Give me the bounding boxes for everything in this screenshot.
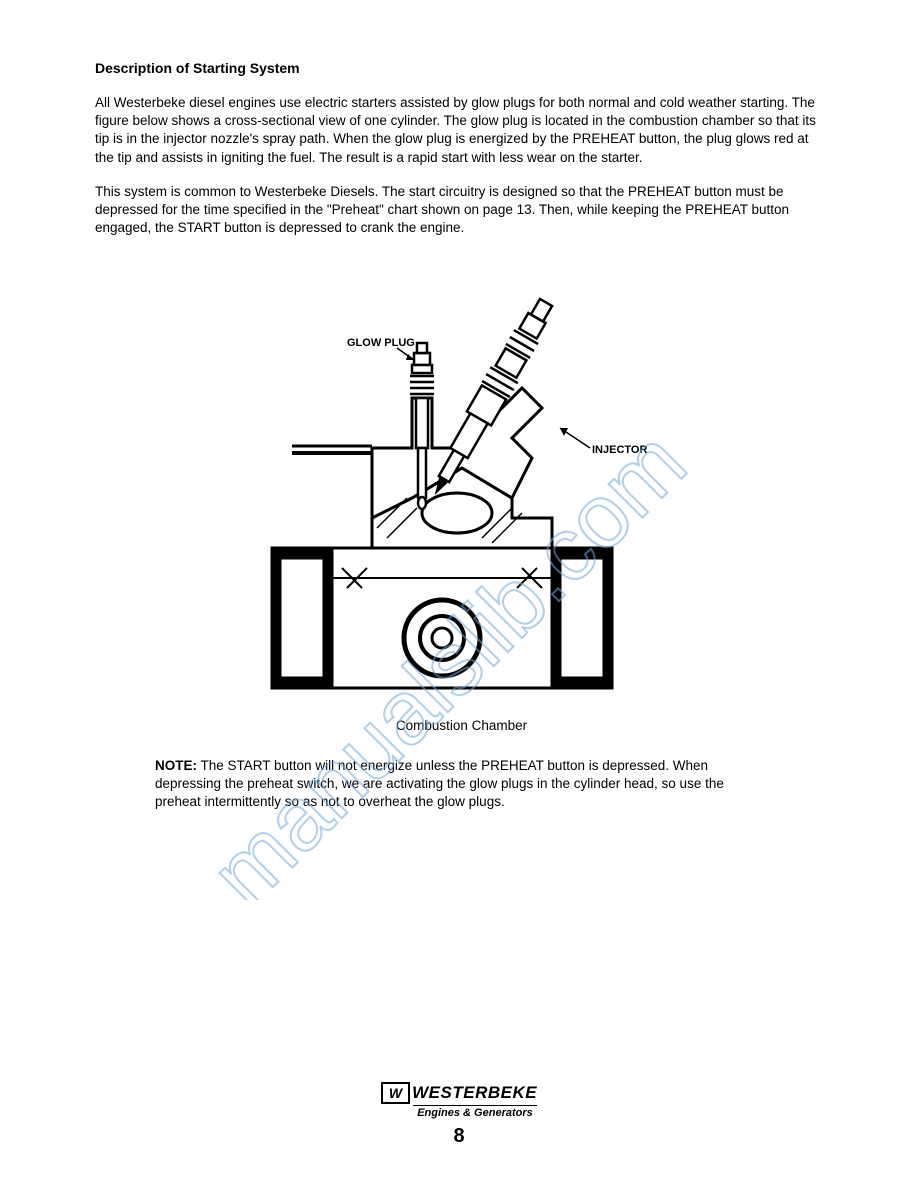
page-footer: W WESTERBEKE Engines & Generators 8 — [0, 1082, 918, 1148]
combustion-chamber-diagram: GLOW PLUG INJECTOR — [232, 268, 692, 708]
paragraph-1: All Westerbeke diesel engines use electr… — [95, 94, 828, 167]
section-title: Description of Starting System — [95, 60, 828, 76]
paragraph-2: This system is common to Westerbeke Dies… — [95, 183, 828, 238]
logo-tagline: Engines & Generators — [413, 1105, 537, 1119]
note-label: NOTE: — [155, 758, 197, 773]
glow-plug-label: GLOW PLUG — [347, 337, 415, 349]
injector-label: INJECTOR — [592, 444, 647, 456]
logo-brand-name: WESTERBEKE — [412, 1083, 537, 1103]
diagram-container: GLOW PLUG INJECTOR — [95, 268, 828, 708]
note-body: The START button will not energize unles… — [155, 758, 724, 809]
diagram-caption: Combustion Chamber — [95, 718, 828, 733]
note-paragraph: NOTE: The START button will not energize… — [95, 757, 828, 812]
logo-w-icon: W — [381, 1082, 410, 1104]
page-number: 8 — [0, 1125, 918, 1148]
westerbeke-logo: W WESTERBEKE Engines & Generators — [381, 1082, 537, 1119]
